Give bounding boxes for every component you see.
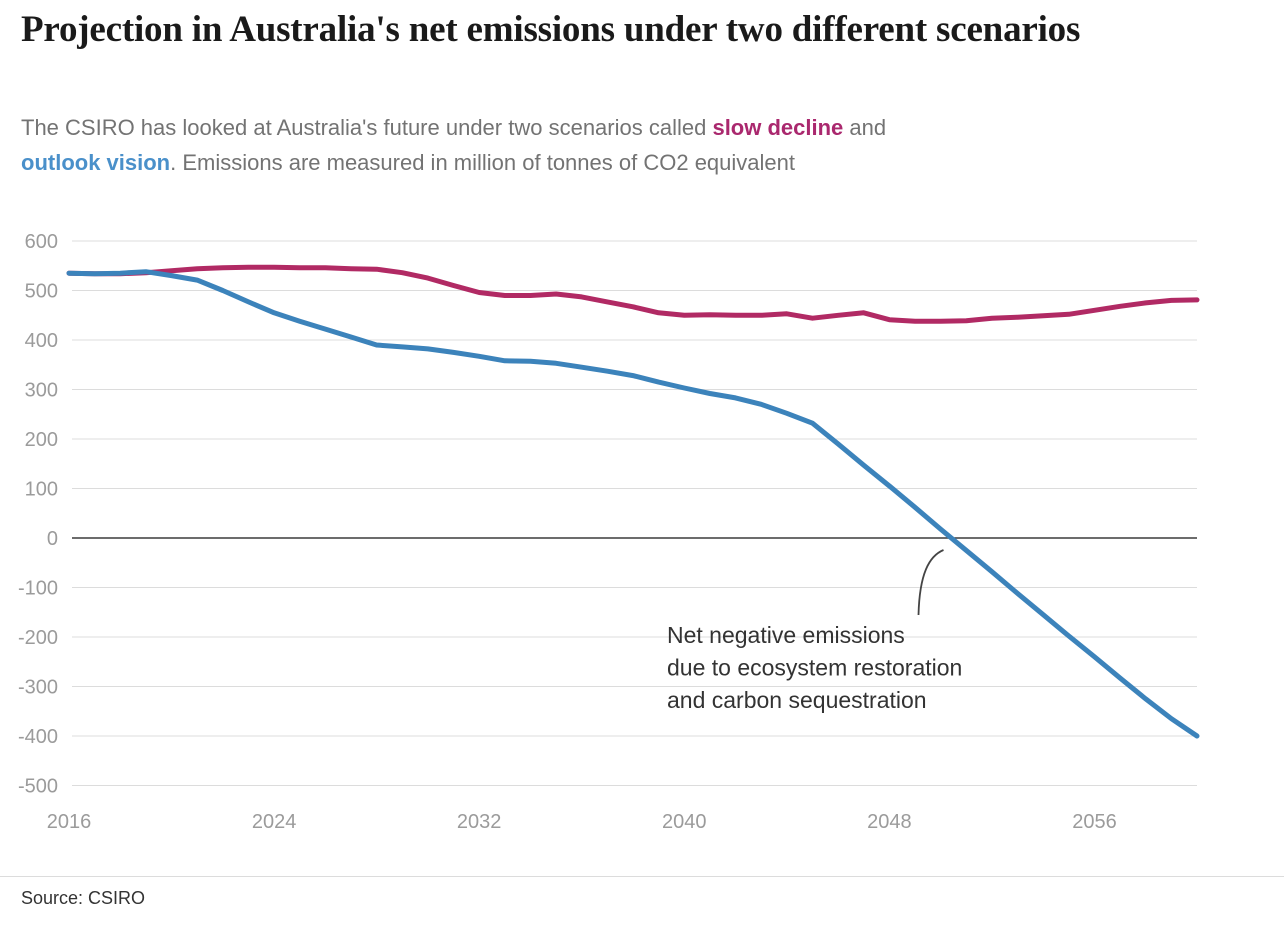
annotation-line: due to ecosystem restoration xyxy=(667,655,962,681)
y-tick-label: -200 xyxy=(18,627,58,649)
subtitle: The CSIRO has looked at Australia's futu… xyxy=(21,110,886,180)
y-tick-label: -100 xyxy=(18,578,58,600)
y-tick-label: 500 xyxy=(25,281,58,303)
x-tick-label: 2016 xyxy=(47,811,92,833)
x-tick-label: 2024 xyxy=(252,811,297,833)
annotation-line: Net negative emissions xyxy=(667,622,905,648)
y-tick-label: -400 xyxy=(18,726,58,748)
x-tick-label: 2048 xyxy=(867,811,912,833)
y-tick-label: 100 xyxy=(25,479,58,501)
emissions-line-chart: 600 500 400 300 200 100 0 -100 -200 -300 -400 -500 2… xyxy=(18,231,1200,833)
y-tick-label: 300 xyxy=(25,380,58,402)
y-tick-label: 200 xyxy=(25,429,58,451)
source-credit: Source: CSIRO xyxy=(21,888,146,908)
y-tick-label: 400 xyxy=(25,330,58,352)
subtitle-text: The CSIRO has looked at Australia's futu… xyxy=(21,115,713,140)
y-tick-label: 0 xyxy=(47,528,58,550)
series-line-slow-decline xyxy=(66,264,1200,324)
subtitle-text: . Emissions are measured in million of t… xyxy=(170,150,795,175)
page-title: Projection in Australia's net emissions … xyxy=(21,9,1081,50)
y-tick-label: -300 xyxy=(18,677,58,699)
x-tick-label: 2040 xyxy=(662,811,707,833)
y-tick-label: -500 xyxy=(18,776,58,798)
subtitle-emphasis-slow-decline: slow decline xyxy=(712,115,844,140)
chart-container: 600 500 400 300 200 100 0 -100 -200 -300 -400 -500 2… xyxy=(0,228,1284,878)
annotation-pointer-curve xyxy=(917,549,944,616)
annotation-line: and carbon sequestration xyxy=(667,687,927,713)
y-tick-label: 600 xyxy=(25,231,58,253)
x-tick-label: 2056 xyxy=(1072,811,1117,833)
subtitle-emphasis-outlook-vision: outlook vision xyxy=(21,150,171,175)
series-line-outlook-vision xyxy=(66,269,1200,739)
footer: Source: CSIRO xyxy=(0,876,1284,909)
x-tick-label: 2032 xyxy=(457,811,502,833)
subtitle-text: and xyxy=(843,115,887,140)
